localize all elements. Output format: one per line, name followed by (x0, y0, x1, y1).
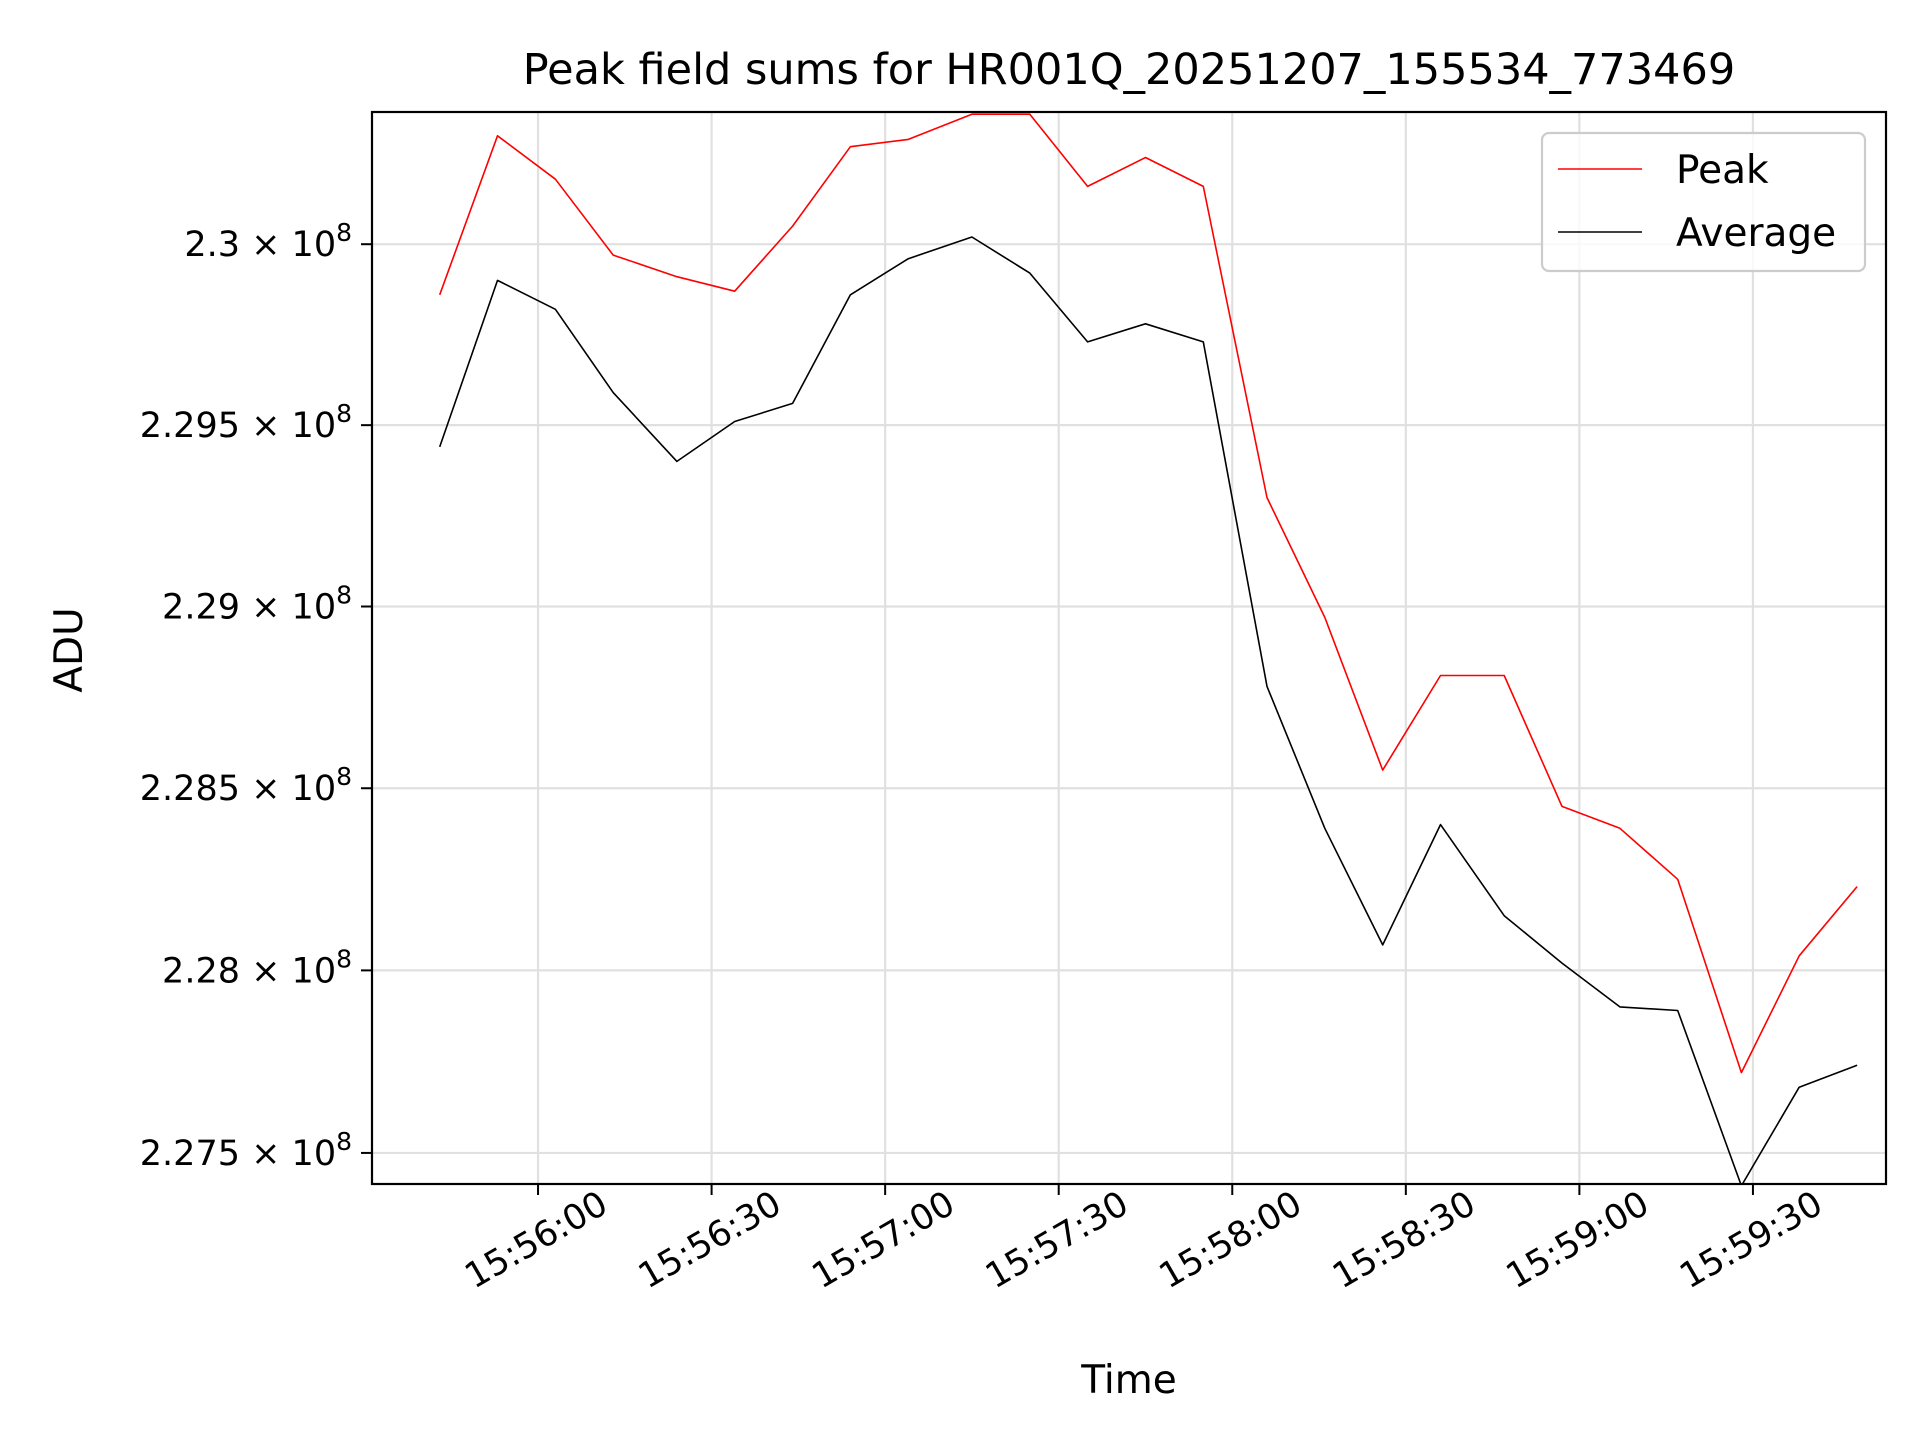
x-axis-label: Time (1080, 1358, 1176, 1403)
legend: Peak Average (1540, 131, 1867, 273)
y-tick-label: 2.3 × 108 (184, 218, 352, 265)
chart-title: Peak field sums for HR001Q_20251207_1555… (523, 45, 1735, 95)
legend-label-average: Average (1676, 211, 1836, 256)
series-line-peak (438, 113, 1858, 1074)
y-tick-label: 2.285 × 108 (140, 762, 352, 809)
y-tick-label: 2.295 × 108 (140, 399, 352, 446)
y-tick-label: 2.275 × 108 (140, 1127, 352, 1174)
y-tick-label: 2.28 × 108 (162, 944, 352, 991)
y-tick-label: 2.29 × 108 (162, 581, 352, 628)
legend-label-peak: Peak (1676, 148, 1769, 193)
y-axis: 2.275 × 108 2.28 × 108 2.285 × 108 2.29 × 1… (140, 218, 372, 1174)
legend-box (1540, 131, 1867, 273)
grid (372, 112, 1886, 1184)
plot-frame (370, 110, 1888, 1186)
series-line-average (438, 236, 1858, 1184)
y-axis-label: ADU (47, 607, 92, 692)
series-layer (438, 113, 1858, 1184)
